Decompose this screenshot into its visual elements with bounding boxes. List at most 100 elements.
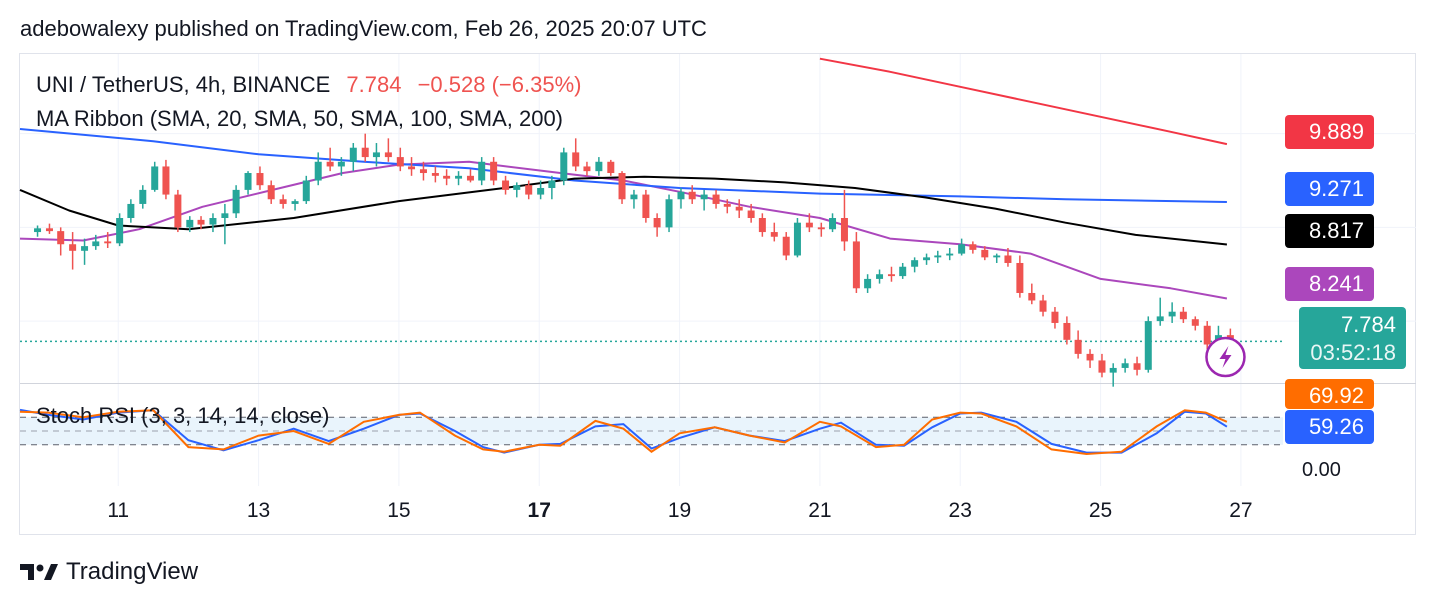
- candle-body: [688, 191, 696, 200]
- candle-body: [45, 228, 53, 232]
- candle-body: [969, 244, 977, 250]
- candle-body: [419, 169, 427, 174]
- x-tick-label: 13: [247, 499, 270, 522]
- candle-body: [993, 255, 1001, 258]
- candle-body: [876, 274, 884, 279]
- x-tick-label: 17: [528, 499, 551, 522]
- countdown: 03:52:18: [1310, 340, 1396, 365]
- stoch-d-badge: 59.26: [1285, 410, 1374, 444]
- candle-body: [1203, 325, 1211, 345]
- candle-body: [69, 244, 77, 251]
- candle-body: [1121, 363, 1129, 368]
- candle-body: [1133, 363, 1141, 370]
- candle-body: [1063, 322, 1071, 340]
- candle-body: [1179, 311, 1187, 320]
- candle-body: [162, 166, 170, 195]
- candle-body: [525, 185, 533, 195]
- stoch-zero-tick: 0.00: [1302, 459, 1341, 481]
- candle-body: [1109, 367, 1117, 373]
- ma20-badge: 8.241: [1285, 267, 1374, 301]
- candle-body: [34, 228, 42, 233]
- candle-body: [572, 152, 580, 167]
- candle-body: [537, 188, 545, 195]
- brand-name: TradingView: [66, 558, 199, 585]
- candle-body: [372, 152, 380, 158]
- candle-body: [642, 194, 650, 218]
- candle-body: [314, 161, 322, 181]
- candle-body: [116, 218, 124, 244]
- stoch-rsi: [19, 408, 1228, 456]
- candle-body: [291, 201, 299, 204]
- candle-body: [747, 210, 755, 218]
- candle-body: [864, 278, 872, 289]
- symbol-legend[interactable]: UNI / TetherUS, 4h, BINANCE 7.784 −0.528…: [36, 72, 581, 98]
- candle-body: [57, 231, 65, 245]
- ma-ribbon-legend[interactable]: MA Ribbon (SMA, 20, SMA, 50, SMA, 100, S…: [36, 106, 564, 131]
- candle-body: [443, 175, 451, 179]
- ma-ribbon: [19, 57, 1283, 343]
- stoch-legend[interactable]: Stoch RSI (3, 3, 14, 14, close): [36, 403, 330, 428]
- x-tick-label: 21: [808, 499, 831, 522]
- change-legend: −0.528 (−6.35%): [417, 72, 582, 97]
- candle-body: [197, 219, 205, 225]
- lightning-icon: [1205, 336, 1246, 378]
- candle-body: [887, 274, 895, 277]
- candle-body: [911, 260, 919, 267]
- x-tick-label: 11: [107, 499, 129, 522]
- candle-body: [758, 218, 766, 233]
- x-axis: 11 13 15 17 19 21 23 25 27: [107, 499, 1252, 522]
- candle-body: [653, 218, 661, 228]
- ma200-badge: 9.889: [1285, 115, 1374, 149]
- candle-body: [151, 166, 159, 190]
- candle-body: [455, 175, 463, 179]
- last-price-badge: 7.784 03:52:18: [1299, 307, 1406, 369]
- candle-body: [583, 166, 591, 172]
- candle-body: [782, 236, 790, 256]
- candle-body: [174, 194, 182, 228]
- candle-body: [466, 175, 474, 181]
- candle-body: [478, 161, 486, 181]
- candle-body: [513, 185, 521, 190]
- candle-body: [326, 161, 334, 167]
- x-tick-label: 15: [387, 499, 410, 522]
- candle-body: [139, 189, 147, 204]
- candle-body: [244, 173, 252, 190]
- candle-body: [618, 173, 626, 200]
- candle-body: [408, 166, 416, 170]
- candle-body: [221, 213, 229, 218]
- candle-body: [735, 206, 743, 211]
- candle-body: [384, 152, 392, 158]
- candle-body: [186, 219, 194, 228]
- candle-body: [1086, 353, 1094, 361]
- candle-body: [256, 173, 264, 186]
- candle-body: [1168, 311, 1176, 317]
- candle-body: [302, 180, 310, 202]
- candle-body: [209, 218, 217, 225]
- candle-body: [981, 249, 989, 258]
- candle-body: [127, 203, 135, 218]
- candle-body: [431, 173, 439, 176]
- candle-body: [852, 241, 860, 289]
- candle-body: [1051, 311, 1059, 323]
- brand-footer[interactable]: TradingView: [20, 558, 198, 586]
- stoch-k-line: [19, 409, 1228, 456]
- x-tick-label: 23: [949, 499, 972, 522]
- candles: [34, 133, 1246, 387]
- candle-body: [548, 180, 556, 189]
- candle-body: [770, 232, 778, 237]
- lightning-icon-bolt: [1219, 346, 1232, 368]
- symbol-label: UNI / TetherUS, 4h, BINANCE: [36, 72, 331, 97]
- candle-body: [104, 241, 112, 244]
- candle-body: [958, 244, 966, 254]
- candle-body: [1028, 292, 1036, 301]
- x-tick-label: 19: [668, 499, 691, 522]
- candle-body: [1156, 316, 1164, 322]
- candle-body: [899, 266, 907, 277]
- candle-body: [349, 147, 357, 162]
- candle-body: [361, 147, 369, 158]
- candle-body: [630, 194, 638, 200]
- last-price-legend: 7.784: [346, 72, 402, 97]
- candle-body: [677, 191, 685, 200]
- ma50-line: [19, 128, 1227, 203]
